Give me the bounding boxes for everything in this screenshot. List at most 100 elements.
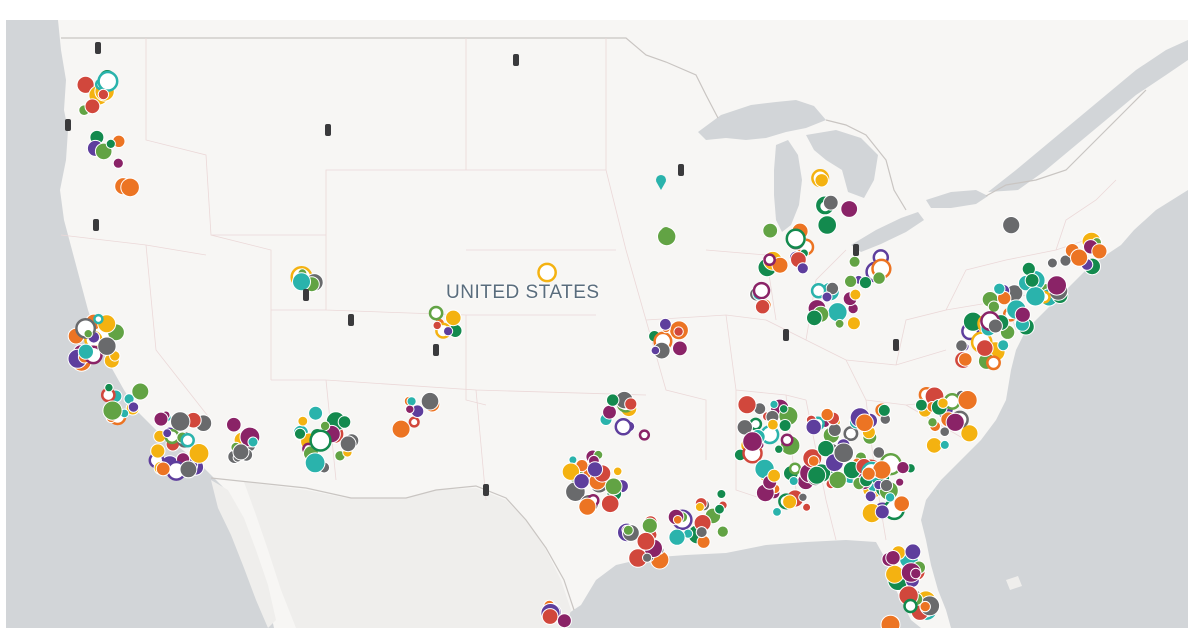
circle-marker-icon[interactable] [821,291,833,303]
circle-marker-icon[interactable] [782,494,798,510]
circle-marker-icon[interactable] [778,419,792,432]
circle-marker-icon[interactable] [896,461,910,475]
circle-marker-icon[interactable] [976,339,994,357]
circle-marker-icon[interactable] [573,473,590,490]
circle-marker-icon[interactable] [292,272,311,292]
circle-marker-icon[interactable] [1046,275,1068,296]
circle-marker-icon[interactable] [1002,216,1021,235]
drop-pin-icon[interactable] [656,175,666,190]
circle-marker-icon[interactable] [945,412,965,432]
circle-marker-icon[interactable] [855,413,874,433]
tech-marker-icon[interactable] [433,344,439,356]
circle-marker-icon[interactable] [958,352,973,367]
circle-marker-icon[interactable] [97,336,117,356]
circle-marker-icon[interactable] [602,404,617,420]
circle-marker-icon[interactable] [788,476,799,486]
circle-marker-icon[interactable] [910,567,922,580]
circle-marker-icon[interactable] [806,309,823,327]
tech-marker-icon[interactable] [93,219,99,231]
circle-marker-icon[interactable] [798,492,808,502]
circle-marker-icon[interactable] [636,531,656,551]
circle-marker-icon[interactable] [112,157,124,169]
ring-marker-icon[interactable] [537,262,557,283]
circle-marker-icon[interactable] [840,200,859,218]
tech-marker-icon[interactable] [853,244,859,256]
circle-marker-icon[interactable] [879,478,894,493]
circle-marker-icon[interactable] [131,382,150,401]
ring-marker-icon[interactable] [638,429,651,441]
circle-marker-icon[interactable] [150,443,166,459]
circle-marker-icon[interactable] [919,600,931,613]
circle-marker-icon[interactable] [828,470,847,490]
circle-marker-icon[interactable] [339,435,357,453]
circle-marker-icon[interactable] [814,173,829,188]
tech-marker-icon[interactable] [303,289,309,301]
circle-marker-icon[interactable] [170,411,191,432]
circle-marker-icon[interactable] [578,497,597,516]
circle-marker-icon[interactable] [846,316,861,331]
circle-marker-icon[interactable] [1025,286,1046,307]
tech-marker-icon[interactable] [893,339,899,351]
ring-marker-icon[interactable] [763,253,776,267]
circle-marker-icon[interactable] [827,302,848,323]
circle-marker-icon[interactable] [822,194,839,211]
circle-marker-icon[interactable] [604,477,623,496]
circle-marker-icon[interactable] [716,525,729,538]
tech-marker-icon[interactable] [783,329,789,341]
map-canvas[interactable] [6,20,1188,628]
circle-marker-icon[interactable] [406,396,417,407]
circle-marker-icon[interactable] [885,550,901,566]
circle-marker-icon[interactable] [997,339,1010,352]
circle-marker-icon[interactable] [650,345,661,356]
circle-marker-icon[interactable] [939,439,950,450]
circle-marker-icon[interactable] [820,407,834,422]
circle-marker-icon[interactable] [987,318,1003,334]
circle-marker-icon[interactable] [104,382,114,393]
circle-marker-icon[interactable] [874,504,890,520]
circle-marker-icon[interactable] [695,526,708,539]
circle-marker-icon[interactable] [960,424,979,443]
circle-marker-icon[interactable] [817,439,835,458]
circle-marker-icon[interactable] [807,455,820,467]
circle-marker-icon[interactable] [622,524,634,536]
circle-marker-icon[interactable] [872,446,886,459]
tech-marker-icon[interactable] [678,164,684,176]
circle-marker-icon[interactable] [556,613,572,628]
circle-marker-icon[interactable] [308,405,324,421]
tech-marker-icon[interactable] [325,124,331,136]
circle-marker-icon[interactable] [714,503,725,515]
circle-marker-icon[interactable] [1024,273,1040,288]
circle-marker-icon[interactable] [600,494,620,514]
circle-marker-icon[interactable] [805,418,822,436]
circle-marker-icon[interactable] [778,404,789,414]
circle-marker-icon[interactable] [102,400,123,421]
ring-marker-icon[interactable] [785,228,806,249]
ring-marker-icon[interactable] [309,429,332,452]
circle-marker-icon[interactable] [293,427,307,440]
circle-marker-icon[interactable] [754,299,771,315]
ring-marker-icon[interactable] [788,462,802,475]
circle-marker-icon[interactable] [668,528,686,546]
ring-marker-icon[interactable] [986,355,1001,371]
circle-marker-icon[interactable] [642,552,653,563]
circle-marker-icon[interactable] [858,276,873,290]
circle-marker-icon[interactable] [105,138,116,150]
circle-marker-icon[interactable] [694,502,705,512]
circle-marker-icon[interactable] [1070,248,1089,267]
ring-marker-icon[interactable] [810,283,827,299]
circle-marker-icon[interactable] [445,309,462,327]
circle-marker-icon[interactable] [673,326,684,337]
circle-marker-icon[interactable] [153,411,169,427]
circle-marker-icon[interactable] [742,431,763,452]
circle-marker-icon[interactable] [612,466,623,477]
circle-marker-icon[interactable] [443,326,454,337]
circle-marker-icon[interactable] [659,317,672,331]
circle-marker-icon[interactable] [825,281,840,296]
circle-marker-icon[interactable] [420,391,440,411]
circle-marker-icon[interactable] [1091,243,1108,260]
circle-marker-icon[interactable] [767,468,781,483]
tech-marker-icon[interactable] [513,54,519,66]
circle-marker-icon[interactable] [925,437,943,454]
ring-marker-icon[interactable] [903,598,918,614]
circle-marker-icon[interactable] [939,426,951,438]
